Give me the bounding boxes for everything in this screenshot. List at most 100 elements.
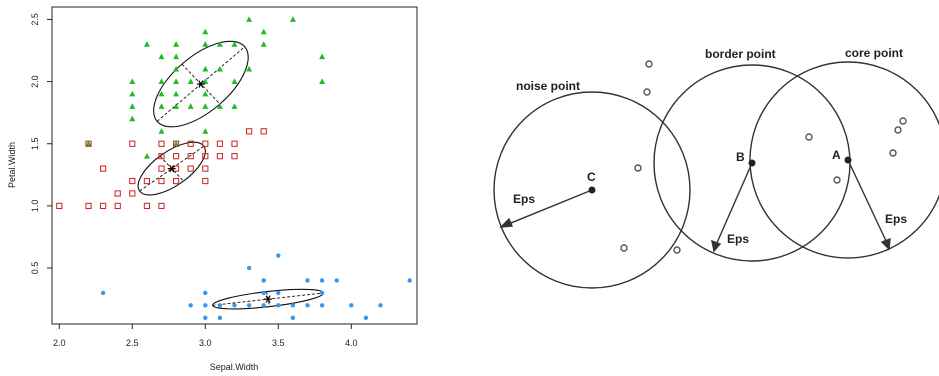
square-point: [100, 165, 107, 172]
triangle-point: [129, 115, 136, 122]
triangle-point: [202, 28, 209, 35]
triangle-point: [202, 90, 209, 97]
eps-arrow-c: [505, 189, 593, 226]
triangle-point: [158, 78, 165, 84]
triangle-point: [231, 41, 238, 47]
triangle-point: [202, 103, 209, 109]
triangle-point: [129, 90, 136, 97]
triangle-point: [187, 103, 194, 109]
x-tick-label: 3.0: [199, 338, 212, 348]
neighbor-point: [894, 126, 902, 134]
centroid-stroke: [198, 80, 204, 88]
point-c-label: C: [587, 170, 596, 184]
eps-label-a: Eps: [885, 212, 907, 226]
point-b-label: B: [736, 150, 745, 164]
triangle-point: [129, 103, 136, 109]
square-point: [216, 140, 224, 147]
triangle-point: [187, 78, 194, 84]
neighbor-point: [643, 88, 651, 96]
axis-ticks: 2.0 2.5 3.0 3.5 4.0 0.5 1.0 1.5 2.0 2.5: [30, 13, 358, 348]
circle-point: [261, 290, 266, 296]
diagram-labels: noise point border point core point C B …: [513, 46, 907, 246]
circle-point: [290, 315, 296, 320]
noise-point-label: noise point: [516, 79, 580, 93]
dbscan-diagram: [493, 61, 939, 289]
triangle-point: [319, 78, 326, 84]
circle-point: [246, 303, 252, 308]
eps-arrows: [499, 159, 891, 253]
circle-point: [407, 278, 412, 283]
circle-point: [232, 303, 237, 308]
circle-point: [319, 290, 325, 296]
square-point: [173, 140, 180, 147]
neighbor-point: [889, 149, 897, 157]
centroid-stroke: [169, 164, 175, 173]
circle-point: [246, 265, 252, 271]
circle-point: [305, 303, 310, 308]
y-tick-label: 2.5: [30, 13, 40, 26]
centroid-marker: [196, 80, 205, 88]
arrowhead-b: [711, 239, 722, 253]
square-point: [187, 153, 194, 160]
square-point: [85, 140, 92, 147]
centroid-marker: [264, 295, 273, 303]
square-point: [158, 202, 165, 210]
circle-point: [188, 303, 193, 308]
square-point: [231, 153, 238, 160]
triangle-point: [173, 103, 180, 109]
eps-label-b: Eps: [727, 232, 749, 246]
neighbor-point: [620, 244, 628, 252]
square-point: [114, 190, 121, 197]
triangle-point: [143, 152, 150, 159]
square-point: [85, 202, 92, 210]
triangle-point: [202, 41, 209, 47]
circle-point: [305, 278, 310, 283]
square-point: [187, 165, 194, 172]
triangle-point: [173, 53, 180, 60]
circle-point: [217, 303, 223, 308]
square-point: [202, 153, 209, 160]
neighbor-point: [645, 60, 653, 68]
square-point: [158, 140, 165, 147]
triangle-point: [202, 65, 209, 72]
square-point: [114, 202, 121, 210]
square-point: [173, 177, 180, 185]
triangle-point: [158, 90, 165, 97]
neighbor-point: [634, 164, 642, 172]
triangle-point: [246, 16, 253, 22]
x-tick-label: 2.5: [126, 338, 139, 348]
x-tick-label: 3.5: [272, 338, 285, 348]
square-point: [129, 177, 136, 185]
triangle-point: [158, 128, 165, 134]
core-eps-circle: [749, 61, 939, 259]
triangle-point: [216, 41, 223, 47]
triangle-point: [158, 53, 165, 60]
triangle-point: [173, 78, 180, 84]
square-point: [100, 202, 107, 210]
square-point: [143, 202, 151, 210]
y-tick-label: 1.0: [30, 200, 40, 213]
triangle-point: [143, 41, 150, 47]
square-point: [216, 153, 224, 160]
x-tick-label: 2.0: [53, 338, 66, 348]
square-point: [158, 165, 165, 172]
triangle-point: [260, 41, 267, 47]
triangle-point: [129, 78, 136, 84]
square-point: [56, 202, 63, 210]
triangle-point: [246, 65, 253, 72]
circle-point: [319, 278, 325, 283]
neighbor-point: [805, 133, 813, 141]
circle-point: [261, 303, 266, 308]
triangle-point: [173, 41, 180, 47]
square-point: [173, 153, 180, 160]
y-tick-label: 0.5: [30, 262, 40, 275]
border-point-label: border point: [705, 47, 776, 61]
square-point: [231, 140, 238, 147]
square-point: [202, 165, 209, 172]
triangle-point: [260, 28, 267, 35]
point-b: [748, 159, 756, 167]
neighbor-point: [833, 176, 841, 184]
square-point: [260, 128, 267, 135]
square-point: [129, 140, 136, 147]
